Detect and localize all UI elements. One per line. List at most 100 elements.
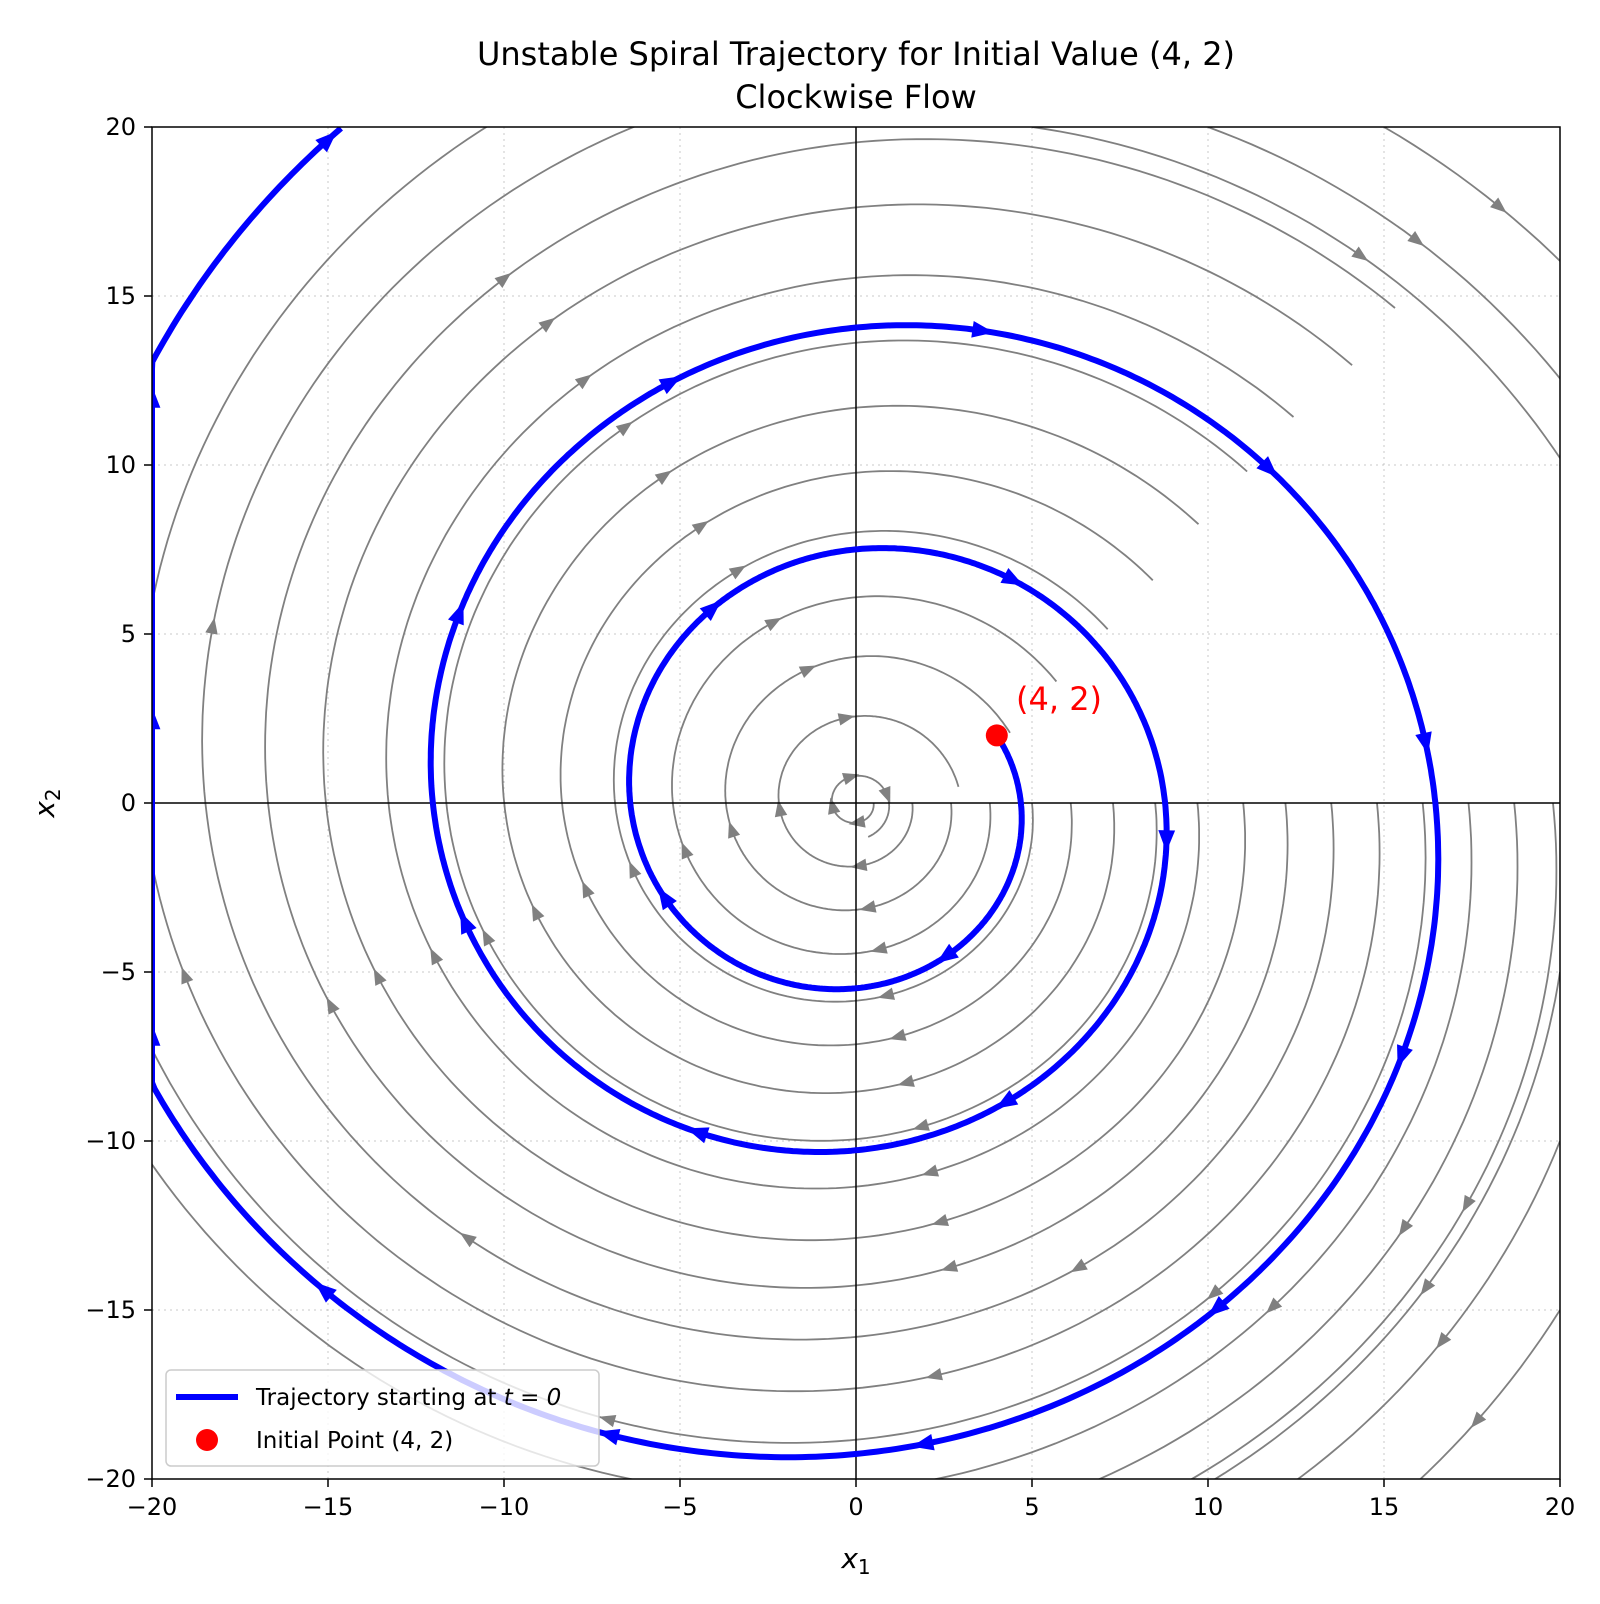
trajectory-arrow-19-head xyxy=(152,707,161,730)
stream-arrow-5-2-head xyxy=(582,881,595,899)
streamline-26 xyxy=(1419,1309,1560,1479)
legend-initial-label: Initial Point (4, 2) xyxy=(256,1428,453,1454)
streamline-9 xyxy=(322,203,1353,1242)
streamlines xyxy=(152,127,1594,1479)
stream-arrow-7-2-head xyxy=(482,929,496,947)
streamline-1 xyxy=(777,715,960,868)
stream-arrow-2-1-head xyxy=(859,900,877,913)
trajectory-arrow-16-head xyxy=(597,1428,621,1446)
streamline-18 xyxy=(1559,465,1560,467)
stream-arrow-14-1 xyxy=(1266,1297,1283,1314)
stream-arrow-3-1-head xyxy=(870,941,888,954)
streamline-8 xyxy=(385,274,1295,1190)
stream-arrow-16-1 xyxy=(1462,1194,1476,1213)
streamline-14 xyxy=(152,802,1473,1479)
trajectory-arrow-17-head xyxy=(314,1282,337,1303)
stream-arrow-5-1-head xyxy=(889,1028,907,1041)
trajectory-arrow-9 xyxy=(658,376,682,395)
stream-arrow-4-1 xyxy=(877,987,896,1000)
stream-arrow-9-3 xyxy=(538,317,556,333)
initial-point-marker xyxy=(985,724,1008,747)
stream-arrow-13-2-head xyxy=(599,1415,617,1428)
stream-arrow-12-2 xyxy=(181,967,194,985)
stream-arrow-7-3-head xyxy=(615,421,633,437)
stream-arrow-8-1-head xyxy=(921,1164,940,1177)
trajectory-arrow-20 xyxy=(152,386,161,408)
y-tick-label-6: 10 xyxy=(105,451,136,479)
stream-arrow-7-2 xyxy=(482,929,496,947)
stream-arrow-11-3-head xyxy=(205,617,218,635)
stream-arrow-25-1 xyxy=(1436,1332,1452,1349)
stream-arrow-15-1-head xyxy=(1398,1218,1414,1236)
streamline-20 xyxy=(1559,127,1560,129)
trajectory-arrow-11-head xyxy=(1256,456,1278,478)
streamline-21 xyxy=(1383,127,1560,263)
x-axis-label-main: x xyxy=(840,1542,858,1575)
stream-arrow-26-1 xyxy=(1470,1411,1487,1428)
stream-arrow-3-2 xyxy=(681,842,694,860)
streamline-12 xyxy=(152,127,1381,1393)
stream-arrow-22-1-head xyxy=(1407,231,1424,246)
trajectory-arrow-21 xyxy=(315,131,337,153)
stream-arrow-7-3 xyxy=(615,421,633,437)
trajectory-arrow-21-head xyxy=(315,131,337,153)
stream-arrow-17-1-head xyxy=(1573,693,1589,712)
stream-arrow-11-2 xyxy=(459,1232,477,1248)
legend-initial-swatch xyxy=(196,1429,218,1451)
stream-arrow-9-2 xyxy=(373,968,387,986)
initial-point-annotation: (4, 2) xyxy=(1016,680,1102,718)
x-tick-label-1: −15 xyxy=(303,1493,354,1521)
streamline-23 xyxy=(1031,127,1560,460)
y-tick-label-2: −10 xyxy=(85,1127,136,1155)
stream-arrow-1-2 xyxy=(774,800,788,818)
stream-arrow-17-1 xyxy=(1573,693,1589,712)
zero-axes xyxy=(152,127,1560,1479)
stream-arrow-3-3-head xyxy=(764,617,782,632)
trajectory-line xyxy=(152,127,1442,1461)
stream-arrow-5-2 xyxy=(582,881,595,899)
x-axis-label-subscript: 1 xyxy=(858,1555,871,1579)
trajectory-arrow-9-head xyxy=(658,376,682,395)
trajectory-arrow-4 xyxy=(1158,830,1176,852)
stream-arrow-24-1-head xyxy=(1420,1278,1436,1296)
trajectory-arrow-13 xyxy=(1397,1044,1413,1068)
stream-arrow-2-1 xyxy=(859,900,877,913)
stream-arrow-6-1 xyxy=(897,1074,915,1087)
stream-arrow-16-1-head xyxy=(1462,1194,1476,1213)
stream-arrow-3-3 xyxy=(764,617,782,632)
trajectory-arrow-2 xyxy=(699,600,722,621)
y-tick-label-8: 20 xyxy=(105,113,136,141)
x-tick-label-0: −20 xyxy=(127,1493,178,1521)
trajectory-arrow-19 xyxy=(152,707,161,730)
stream-arrow-4-2 xyxy=(629,861,642,879)
y-tick-label-7: 15 xyxy=(105,282,136,310)
x-axis-label: x1 xyxy=(840,1542,870,1579)
stream-arrow-0-2-head xyxy=(828,797,841,815)
stream-arrow-10-2 xyxy=(326,997,340,1015)
y-axis-label-main: x xyxy=(28,801,61,819)
stream-arrow-3-1 xyxy=(870,941,888,954)
trajectory-arrow-15 xyxy=(911,1433,935,1451)
streamline-4 xyxy=(612,530,1109,1003)
streamline-13 xyxy=(152,802,1427,1444)
stream-arrow-1-1 xyxy=(850,858,868,872)
stream-arrow-8-3 xyxy=(574,374,592,390)
x-tick-label-2: −10 xyxy=(479,1493,530,1521)
trajectory-arrow-10-head xyxy=(971,321,994,338)
trajectory-arrow-7-head xyxy=(460,911,477,935)
y-tick-label-0: −20 xyxy=(85,1465,136,1493)
streamline-22 xyxy=(1207,127,1560,380)
stream-arrow-19-1 xyxy=(1574,312,1594,333)
trajectory-arrow-10 xyxy=(971,321,994,338)
trajectory-arrow-3 xyxy=(1000,568,1024,586)
stream-arrow-18-1-head xyxy=(1567,482,1586,502)
trajectory-arrow-12 xyxy=(1415,731,1432,755)
chart-title: Unstable Spiral Trajectory for Initial V… xyxy=(477,35,1235,73)
stream-arrow-18-1 xyxy=(1567,482,1586,502)
stream-arrow-8-3-head xyxy=(574,374,592,390)
streamline-0 xyxy=(830,774,891,838)
trajectory-arrow-11 xyxy=(1256,456,1278,478)
stream-arrow-0-1-head xyxy=(848,815,866,828)
